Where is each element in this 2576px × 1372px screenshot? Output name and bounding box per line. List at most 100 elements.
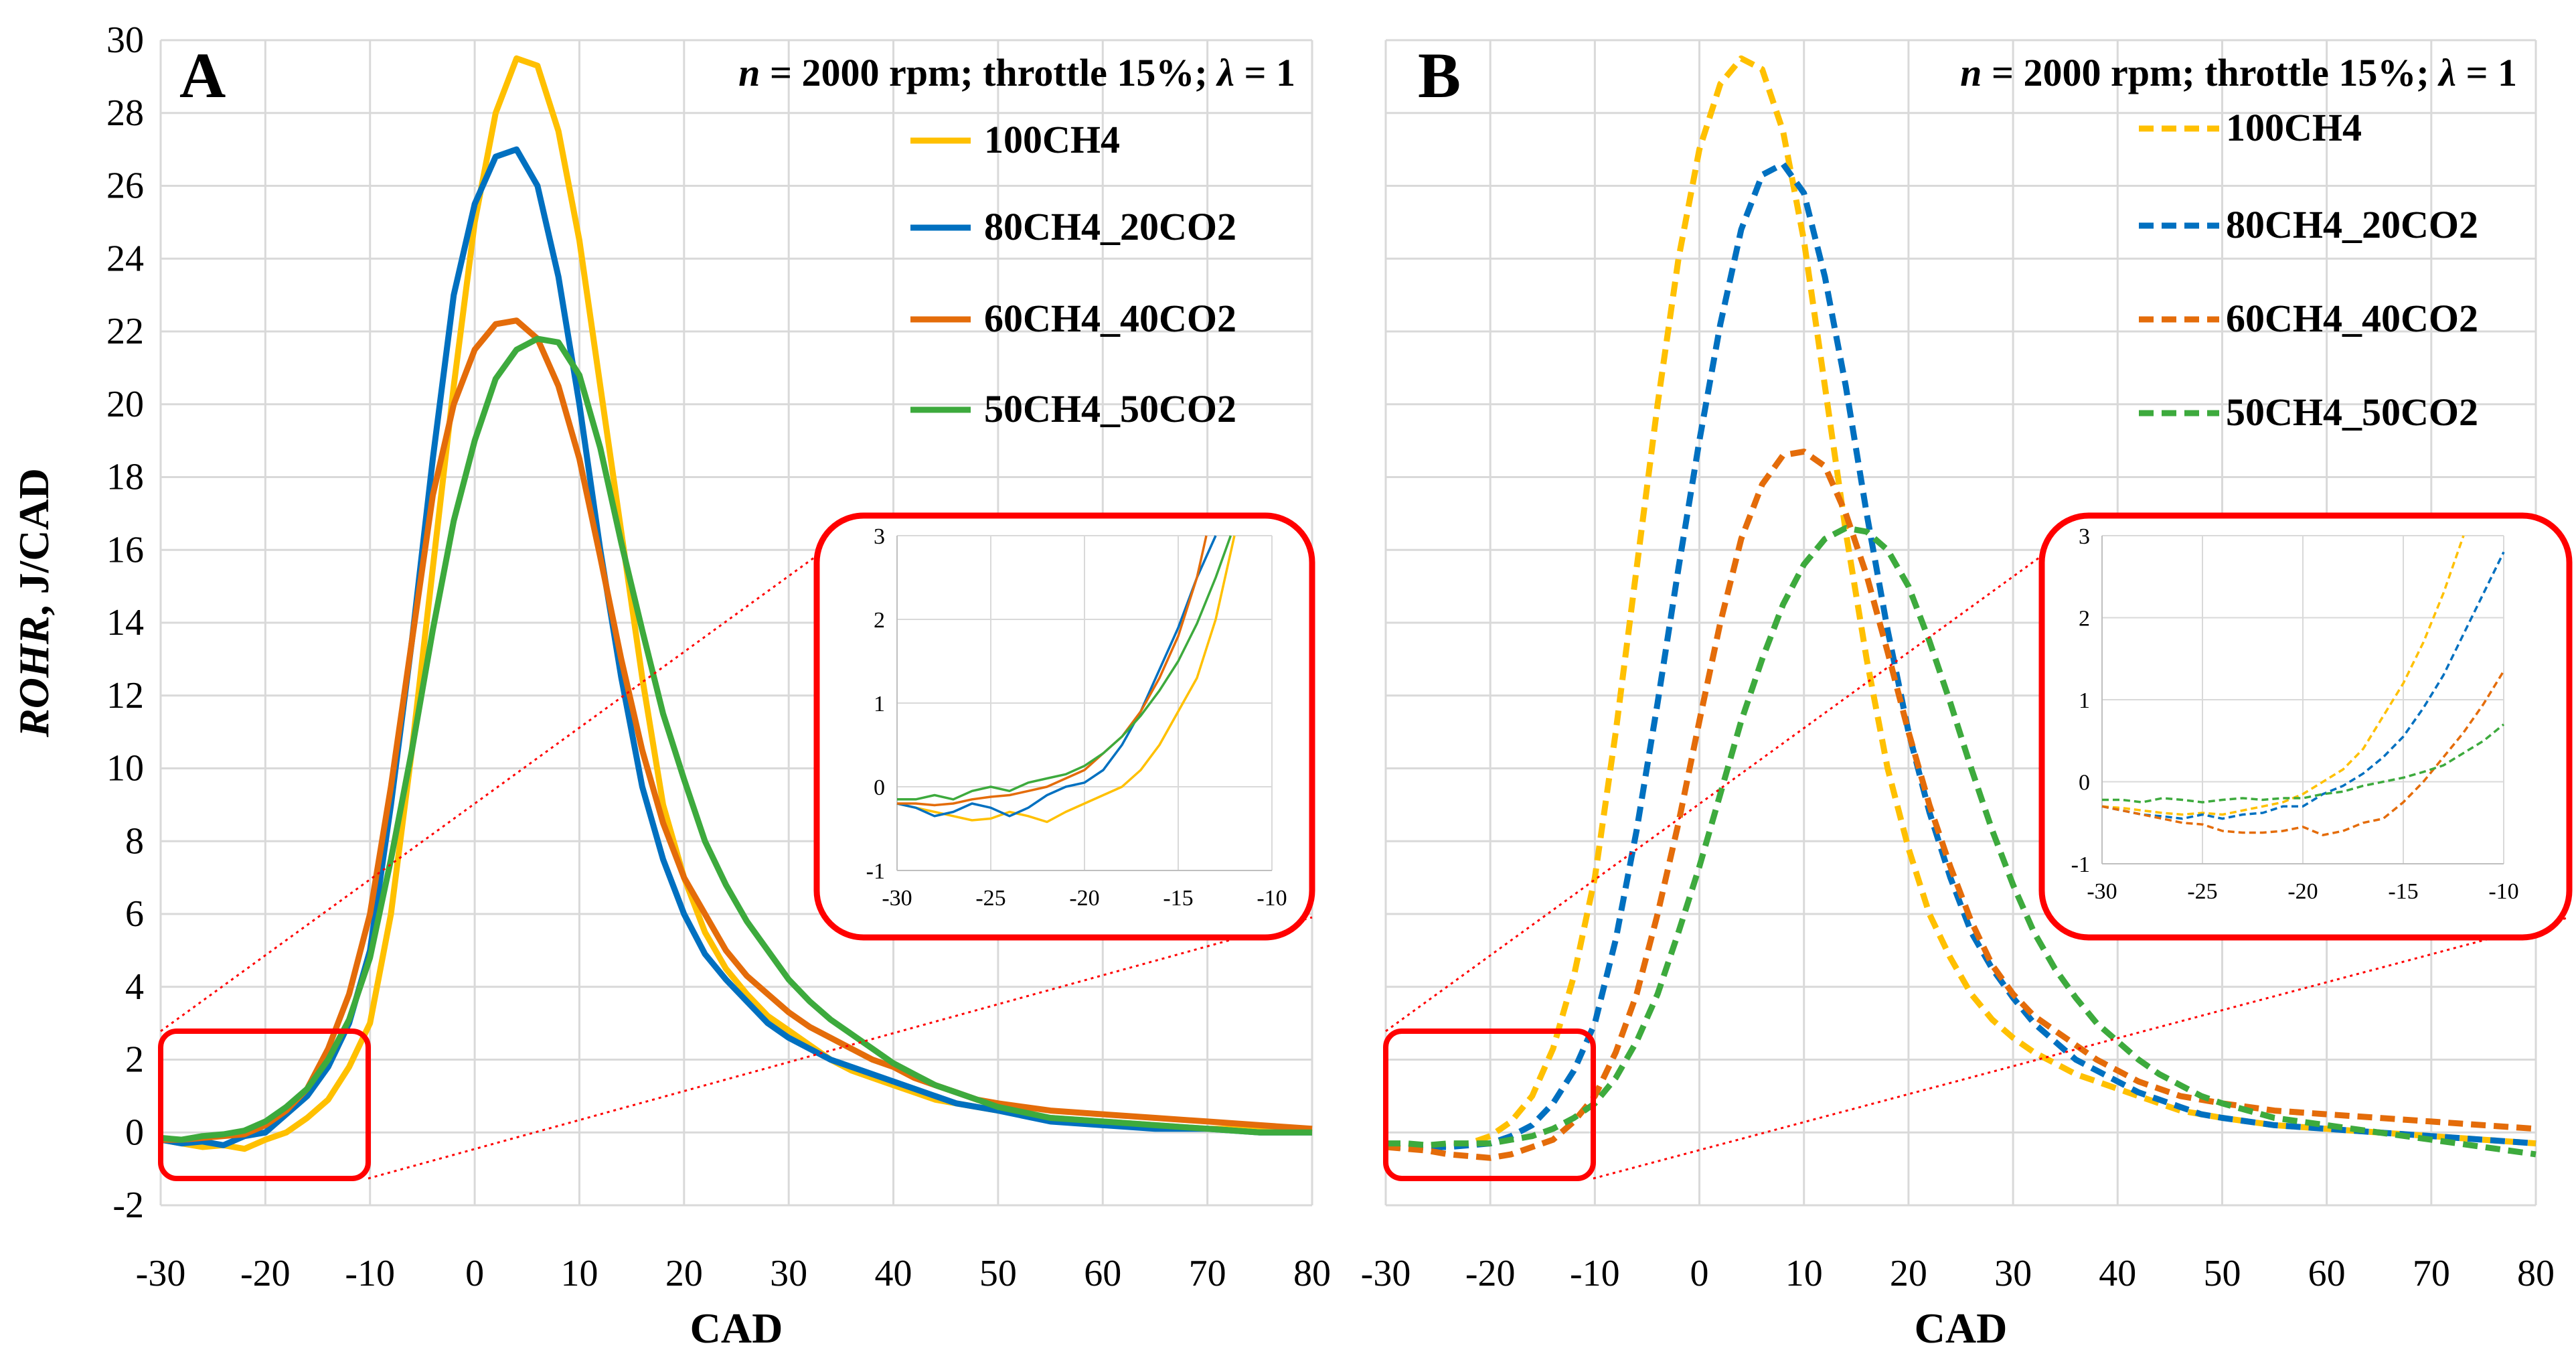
condition-rest: = 2000 rpm; throttle 15%; bbox=[1982, 51, 2439, 94]
y-tick-label: 2 bbox=[125, 1039, 144, 1081]
y-tick-label: 30 bbox=[106, 19, 144, 61]
zoom-connector bbox=[160, 554, 817, 1033]
x-tick-label: 50 bbox=[979, 1253, 1017, 1294]
inset-x-tick-label: -20 bbox=[1069, 886, 1099, 911]
y-tick-label: 26 bbox=[106, 165, 144, 207]
y-tick-label: 22 bbox=[106, 311, 144, 352]
condition-lambda: λ bbox=[1216, 51, 1234, 94]
inset-y-tick-label: 3 bbox=[2079, 524, 2090, 549]
inset-series-line bbox=[2101, 551, 2505, 820]
inset-x-tick-label: -25 bbox=[975, 886, 1005, 911]
inset-x-tick-label: -10 bbox=[2488, 879, 2518, 904]
inset-x-tick-label: -10 bbox=[1257, 886, 1287, 911]
x-tick-label: 70 bbox=[2413, 1253, 2450, 1294]
condition-n: n bbox=[1960, 51, 1982, 94]
y-tick-label: 20 bbox=[106, 384, 144, 425]
panel-letter: B bbox=[1418, 40, 1461, 111]
x-tick-label: 80 bbox=[2517, 1253, 2555, 1294]
inset-x-tick-label: -20 bbox=[2287, 879, 2318, 904]
x-tick-label: 60 bbox=[1084, 1253, 1121, 1294]
inset-y-tick-label: 3 bbox=[874, 524, 885, 549]
condition-text: n = 2000 rpm; throttle 15%; λ = 1 bbox=[1960, 51, 2517, 94]
zoom-region-box bbox=[158, 1028, 371, 1181]
y-tick-label: -2 bbox=[112, 1185, 144, 1226]
inset-series-line bbox=[2102, 723, 2505, 804]
legend-label: 60CH4_40CO2 bbox=[984, 297, 1236, 340]
legend-label: 100CH4 bbox=[2226, 106, 2362, 149]
condition-text: n = 2000 rpm; throttle 15%; λ = 1 bbox=[738, 51, 1295, 94]
inset-y-tick-label: 1 bbox=[2079, 688, 2090, 713]
x-tick-label: 10 bbox=[560, 1253, 598, 1294]
x-tick-label: -10 bbox=[345, 1253, 395, 1294]
x-tick-label: 40 bbox=[2099, 1253, 2136, 1294]
inset-series-line bbox=[896, 535, 1217, 818]
series-line bbox=[160, 335, 1312, 1143]
inset-x-tick-label: -15 bbox=[1163, 886, 1193, 911]
y-tick-label: 14 bbox=[106, 602, 144, 643]
series-line bbox=[1385, 448, 2537, 1161]
inset-x-tick-label: -30 bbox=[2087, 879, 2117, 904]
condition-rest: = 2000 rpm; throttle 15%; bbox=[760, 51, 1217, 94]
inset-x-tick-label: -25 bbox=[2187, 879, 2217, 904]
condition-lambda-value: = 1 bbox=[1234, 51, 1295, 94]
zoom-connector bbox=[1593, 916, 2570, 1180]
y-tick-label: 12 bbox=[106, 675, 144, 716]
inset-series-line bbox=[896, 535, 1236, 824]
inset-frame bbox=[813, 512, 1315, 941]
legend-label: 50CH4_50CO2 bbox=[984, 387, 1236, 431]
inset-x-tick-label: -15 bbox=[2388, 879, 2418, 904]
y-tick-label: 8 bbox=[125, 820, 144, 862]
zoom-connector bbox=[1385, 554, 2042, 1033]
x-tick-label: 20 bbox=[665, 1253, 703, 1294]
y-axis-label: ROHR, J/CAD bbox=[10, 468, 58, 738]
x-tick-label: 10 bbox=[1785, 1253, 1823, 1294]
x-tick-label: 70 bbox=[1189, 1253, 1226, 1294]
series-line bbox=[1386, 525, 2537, 1158]
x-tick-label: 80 bbox=[1293, 1253, 1331, 1294]
panel-letter: A bbox=[179, 40, 226, 111]
legend-label: 100CH4 bbox=[984, 118, 1120, 161]
y-tick-label: 0 bbox=[125, 1112, 144, 1153]
inset-y-tick-label: -1 bbox=[2071, 852, 2090, 877]
inset-y-tick-label: -1 bbox=[866, 859, 885, 884]
inset-y-tick-label: 2 bbox=[874, 608, 885, 633]
inset-series-line bbox=[897, 535, 1232, 801]
y-tick-label: 24 bbox=[106, 238, 144, 279]
inset-y-tick-label: 0 bbox=[2079, 771, 2090, 795]
inset-x-tick-label: -30 bbox=[882, 886, 912, 911]
x-tick-label: 30 bbox=[1994, 1253, 2032, 1294]
x-tick-label: 60 bbox=[2308, 1253, 2346, 1294]
y-tick-label: 6 bbox=[125, 893, 144, 935]
y-axis-label-rest: , J/CAD bbox=[10, 468, 58, 615]
condition-lambda: λ bbox=[2437, 51, 2456, 94]
y-tick-label: 4 bbox=[125, 966, 144, 1008]
condition-n: n bbox=[738, 51, 760, 94]
x-tick-label: 50 bbox=[2203, 1253, 2241, 1294]
inset-y-tick-label: 0 bbox=[874, 775, 885, 800]
x-tick-label: 0 bbox=[1690, 1253, 1709, 1294]
inset-series-line bbox=[2101, 670, 2505, 836]
series-line bbox=[160, 146, 1312, 1148]
x-tick-label: 30 bbox=[770, 1253, 807, 1294]
y-tick-label: 10 bbox=[106, 748, 144, 789]
x-tick-label: -30 bbox=[1361, 1253, 1411, 1294]
inset-series-line bbox=[897, 535, 1208, 807]
legend-label: 60CH4_40CO2 bbox=[2226, 297, 2478, 340]
x-tick-label: -20 bbox=[240, 1253, 291, 1294]
inset-series-line bbox=[2101, 535, 2465, 816]
series-line bbox=[1386, 161, 2537, 1150]
x-axis-label: CAD bbox=[1915, 1304, 2008, 1352]
x-tick-label: 20 bbox=[1890, 1253, 1927, 1294]
panel-a: -30 -20 -10 0 10 20 30 40 50 60 70 80-2024681012141… bbox=[106, 19, 1331, 1352]
zoom-connector bbox=[368, 916, 1313, 1180]
x-tick-label: 0 bbox=[465, 1253, 484, 1294]
y-axis-label-italic: ROHR bbox=[10, 616, 58, 738]
x-tick-label: -10 bbox=[1570, 1253, 1620, 1294]
y-tick-label: 16 bbox=[106, 529, 144, 570]
legend-label: 80CH4_20CO2 bbox=[984, 205, 1236, 248]
series-line bbox=[1386, 55, 2537, 1150]
zoom-region-box bbox=[1383, 1028, 1596, 1181]
